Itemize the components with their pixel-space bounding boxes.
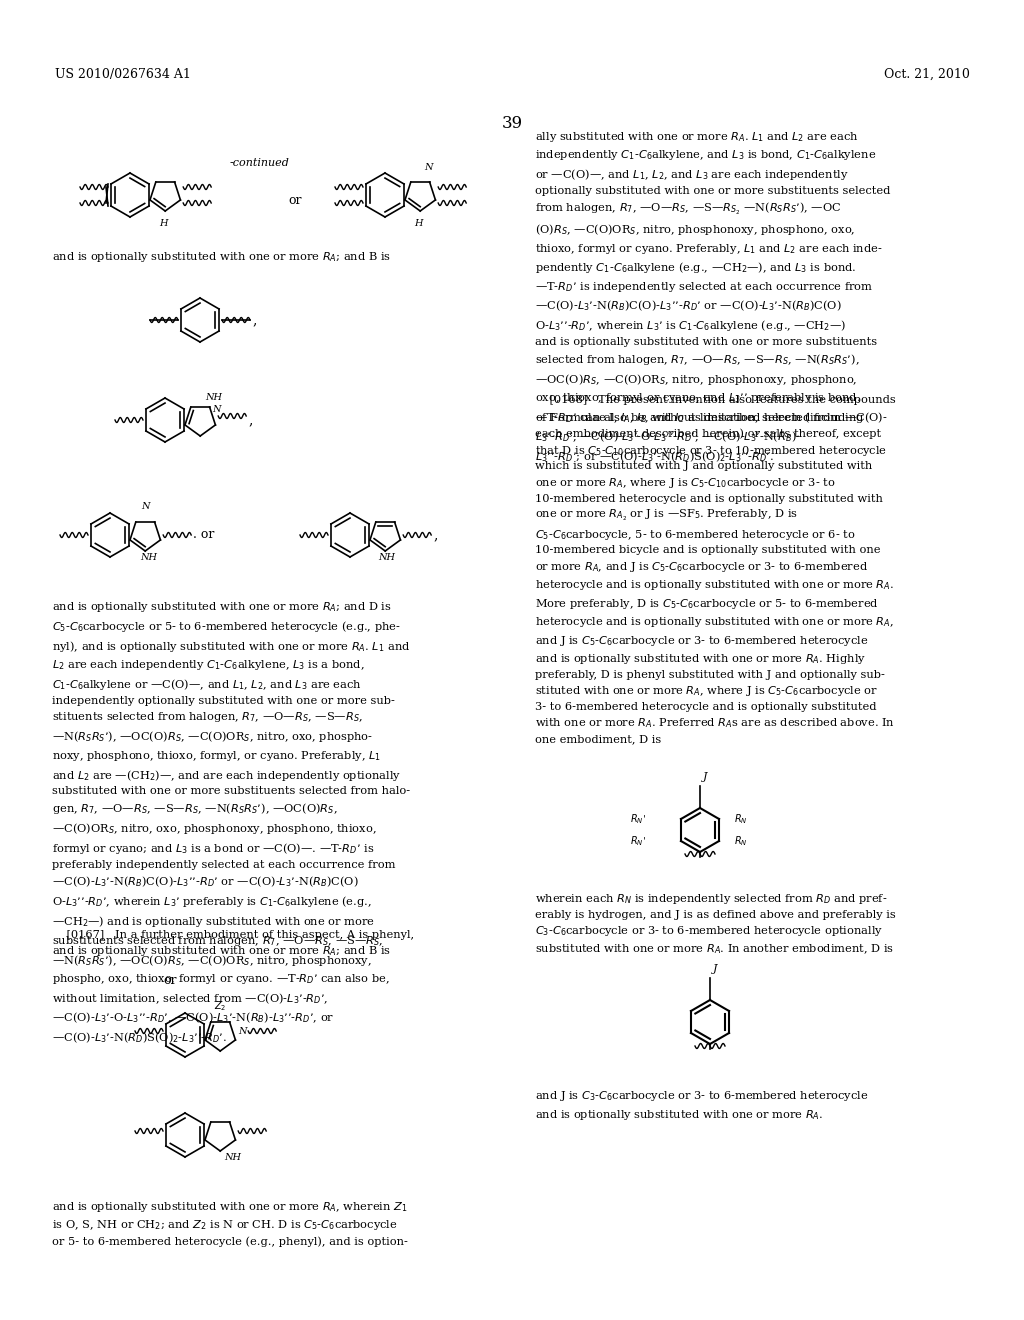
Text: $R_N$': $R_N$' (630, 834, 646, 847)
Text: N: N (239, 1027, 247, 1035)
Text: $Z_2$: $Z_2$ (214, 999, 226, 1012)
Text: and is optionally substituted with one or more $R_A$, wherein $Z_1$
is O, S, NH : and is optionally substituted with one o… (52, 1200, 408, 1247)
Text: ,: , (248, 413, 253, 426)
Text: NH: NH (140, 553, 158, 562)
Text: N: N (212, 405, 221, 414)
Text: ally substituted with one or more $R_A$. $L_1$ and $L_2$ are each
independently : ally substituted with one or more $R_A$.… (535, 129, 891, 463)
Text: [0167]   In a further embodiment of this aspect, A is phenyl,
and is optionally : [0167] In a further embodiment of this a… (52, 931, 414, 958)
Text: Oct. 21, 2010: Oct. 21, 2010 (884, 69, 970, 81)
Text: or: or (288, 194, 302, 206)
Text: J: J (703, 772, 708, 781)
Text: N: N (424, 162, 433, 172)
Text: NH: NH (224, 1152, 242, 1162)
Text: N: N (141, 502, 150, 511)
Text: $R_N$: $R_N$ (734, 834, 748, 847)
Text: ,: , (433, 528, 437, 543)
Text: or: or (163, 974, 177, 986)
Text: NH: NH (379, 553, 395, 562)
Text: wherein each $R_N$ is independently selected from $R_D$ and pref-
erably is hydr: wherein each $R_N$ is independently sele… (535, 892, 896, 956)
Text: 39: 39 (502, 115, 522, 132)
Text: US 2010/0267634 A1: US 2010/0267634 A1 (55, 69, 190, 81)
Text: and is optionally substituted with one or more $R_A$; and B is: and is optionally substituted with one o… (52, 249, 391, 264)
Text: H: H (414, 219, 423, 228)
Text: $R_N$: $R_N$ (734, 812, 748, 826)
Text: and is optionally substituted with one or more $R_A$; and D is
$C_5$-$C_6$carboc: and is optionally substituted with one o… (52, 601, 411, 1044)
Text: H: H (159, 219, 168, 228)
Text: and J is $C_3$-$C_6$carbocycle or 3- to 6-membered heterocycle
and is optionally: and J is $C_3$-$C_6$carbocycle or 3- to … (535, 1089, 868, 1122)
Text: . or: . or (194, 528, 215, 541)
Text: NH: NH (205, 393, 222, 403)
Text: ,: , (252, 313, 256, 327)
Text: [0168]   The present invention also features the compounds
of Formulae I, $I_A$,: [0168] The present invention also featur… (535, 395, 896, 744)
Text: J: J (713, 964, 718, 974)
Text: $R_N$': $R_N$' (630, 812, 646, 826)
Text: -continued: -continued (230, 158, 290, 168)
